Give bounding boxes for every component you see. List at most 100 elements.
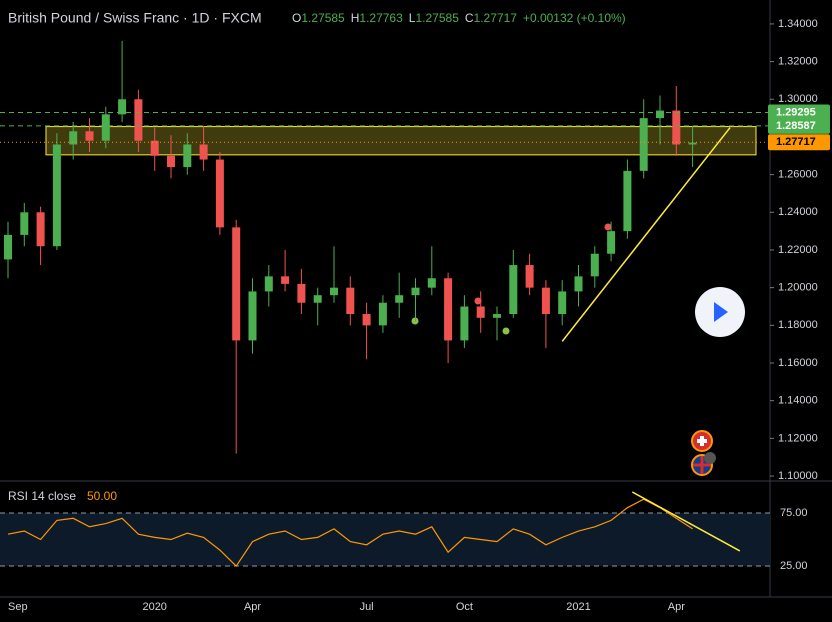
x-tick-label: Sep: [8, 601, 28, 613]
candle-body: [4, 234, 12, 260]
event-dot: [502, 327, 510, 335]
candle-body: [590, 253, 599, 277]
play-button[interactable]: [695, 287, 745, 337]
play-icon[interactable]: [714, 302, 728, 322]
rsi-line: [7, 498, 693, 567]
candle-body: [134, 99, 143, 141]
candle-body: [52, 144, 61, 247]
y-tick-label: 1.34000: [778, 18, 818, 30]
x-tick-label: Jul: [360, 601, 374, 613]
rsi-label: RSI 14 close: [8, 489, 76, 503]
candle-body: [541, 287, 550, 315]
flag-swiss[interactable]: [691, 430, 713, 452]
y-tick-label: 1.14000: [778, 395, 818, 407]
x-tick-label: Oct: [456, 601, 473, 613]
y-tick-label: 1.26000: [778, 169, 818, 181]
ohlc-value: 1.27585: [301, 11, 345, 25]
flag-uk[interactable]: [691, 452, 716, 476]
candle-body: [558, 291, 567, 315]
rsi-tick-label: 25.00: [780, 560, 808, 572]
candle-body: [574, 276, 583, 292]
candle-body: [362, 314, 371, 326]
candle-body: [215, 159, 224, 228]
price-badge: [768, 134, 830, 151]
y-tick-label: 1.18000: [778, 319, 818, 331]
ohlc-legend: O1.27585 H1.27763 L1.27585 C1.27717 +0.00132…: [292, 11, 626, 25]
candle-body: [493, 314, 501, 318]
change: +0.00132 (+0.10%): [523, 11, 626, 25]
candle-body: [509, 265, 518, 315]
candle-body: [232, 227, 241, 341]
candle-body: [313, 295, 322, 303]
x-tick-label: Apr: [668, 601, 685, 613]
candle-body: [281, 276, 290, 284]
rsi-tick-label: 75.00: [780, 507, 808, 519]
ohlc-key: C: [465, 11, 474, 25]
event-dot: [474, 297, 482, 305]
trendline: [561, 127, 731, 342]
price-badge-label: 1.29295: [776, 106, 816, 118]
rsi-trendline: [631, 491, 741, 552]
candle-body: [167, 155, 175, 168]
candle-body: [639, 118, 648, 171]
ohlc-text: O1.27585 H1.27763 L1.27585 C1.27717 +0.00132…: [292, 11, 626, 25]
zone: [45, 126, 757, 156]
candle-body: [330, 287, 338, 296]
rsi-value: 50.00: [87, 489, 117, 503]
event-dot: [604, 223, 612, 231]
y-tick-label: 1.12000: [778, 432, 818, 444]
candle-body: [476, 306, 485, 318]
y-tick-label: 1.16000: [778, 357, 818, 369]
candle-body: [264, 276, 273, 292]
x-tick-label: Apr: [244, 601, 261, 613]
y-tick-label: 1.24000: [778, 206, 818, 218]
candle-body: [118, 99, 127, 115]
candle-body: [183, 144, 192, 168]
candle-body: [656, 110, 664, 119]
candle-body: [427, 278, 436, 288]
flag-cross: [693, 456, 711, 474]
x-tick-label: 2021: [566, 601, 590, 613]
price-badge-label: 1.28587: [776, 120, 816, 132]
candle-body: [378, 302, 387, 326]
candle-body: [460, 306, 469, 341]
price-badge-label: 1.27717: [776, 136, 816, 148]
candle-body: [248, 291, 257, 341]
price-badge: [768, 104, 830, 121]
y-tick-label: 1.22000: [778, 244, 818, 256]
candle-body: [150, 140, 159, 156]
candle-body: [101, 114, 110, 141]
rsi-band: [0, 512, 770, 567]
ohlc-value: 1.27717: [474, 11, 518, 25]
candle-body: [607, 231, 616, 254]
price-badge: [768, 117, 830, 134]
chart-title: British Pound / Swiss Franc · 1D · FXCM: [8, 10, 262, 26]
y-tick-label: 1.20000: [778, 282, 818, 294]
event-count: [704, 452, 716, 464]
candle-body: [623, 170, 632, 232]
y-tick-label: 1.30000: [778, 93, 818, 105]
candle-body: [346, 287, 355, 315]
ohlc-key: O: [292, 11, 301, 25]
candle-body: [69, 131, 78, 145]
candle-body: [297, 283, 306, 303]
candle-body: [36, 212, 45, 247]
candle-body: [672, 110, 681, 145]
candle-body: [688, 142, 697, 145]
y-tick-label: 1.10000: [778, 470, 818, 482]
candle-body: [20, 212, 29, 235]
candle-body: [199, 144, 208, 160]
candle-body: [444, 278, 453, 341]
x-tick-label: 2020: [142, 601, 166, 613]
candle-body: [411, 287, 420, 296]
candle-body: [395, 295, 404, 303]
candle-body: [525, 265, 534, 288]
y-tick-label: 1.32000: [778, 56, 818, 68]
ohlc-value: 1.27763: [359, 11, 403, 25]
ohlc-value: 1.27585: [415, 11, 459, 25]
ohlc-key: L: [409, 11, 416, 25]
ohlc-key: H: [351, 11, 360, 25]
candle-body: [85, 131, 94, 141]
flag-cross: [697, 436, 707, 446]
